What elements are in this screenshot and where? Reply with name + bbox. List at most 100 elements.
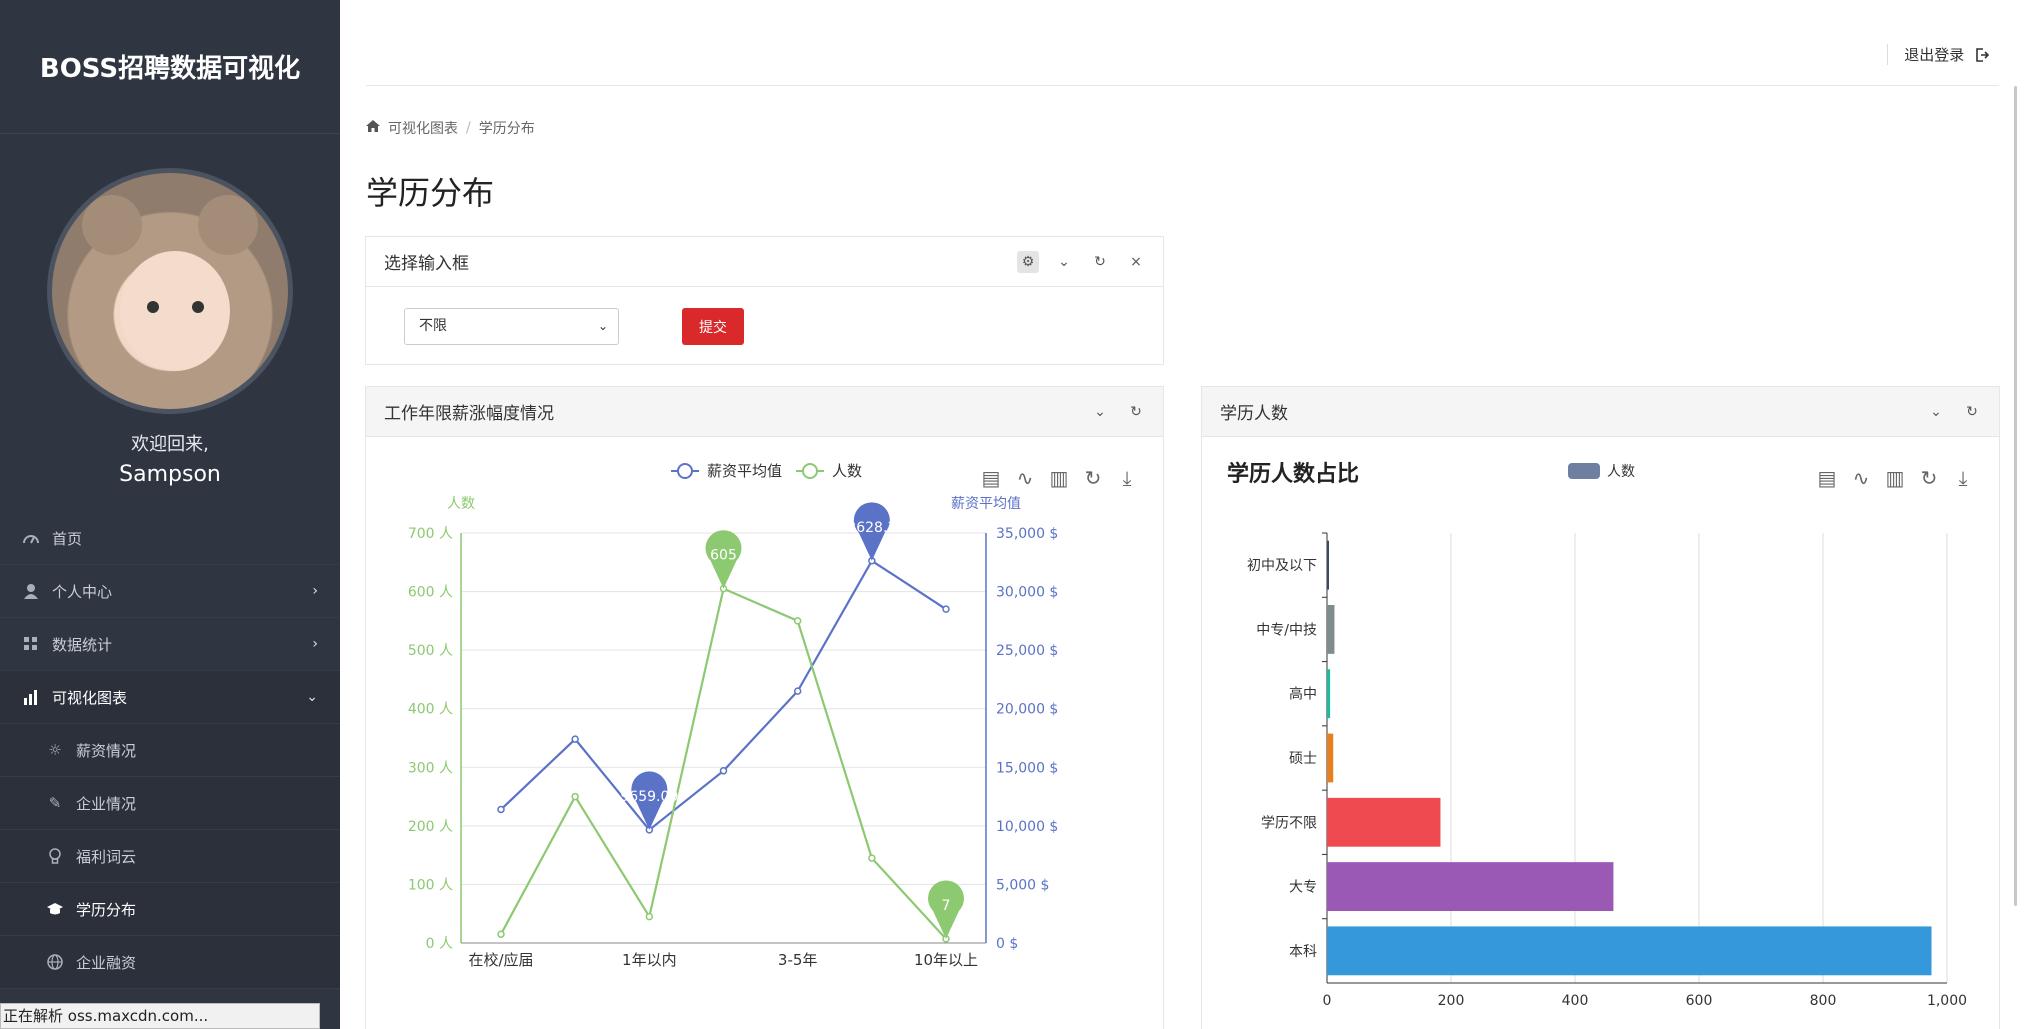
sidebar-item-label: 首页 bbox=[52, 529, 83, 548]
restore-icon[interactable]: ↻ bbox=[1085, 466, 1102, 490]
grid-icon bbox=[20, 637, 42, 651]
restore-icon[interactable]: ↻ bbox=[1921, 466, 1938, 490]
left-tick-label: 700 人 bbox=[408, 526, 453, 542]
data-point bbox=[942, 605, 950, 613]
left-tick-label: 100 人 bbox=[408, 877, 453, 893]
bar-switch-icon[interactable]: ▥ bbox=[1050, 466, 1069, 490]
page-scrollbar[interactable] bbox=[2014, 86, 2017, 906]
right-tick-label: 10,000 $ bbox=[996, 819, 1058, 835]
chart-title: 学历人数占比 bbox=[1227, 461, 1359, 487]
chevron-down-icon[interactable]: ⌄ bbox=[1930, 404, 1942, 420]
data-view-icon[interactable]: ▤ bbox=[982, 466, 1001, 490]
right-tick-label: 35,000 $ bbox=[996, 526, 1058, 542]
bar bbox=[1327, 540, 1329, 590]
breadcrumb-current: 学历分布 bbox=[478, 121, 535, 137]
sidebar-subitem-wordcloud[interactable]: 福利词云 bbox=[0, 830, 340, 883]
gear-icon[interactable]: ⚙ bbox=[1017, 251, 1039, 273]
chevron-down-icon[interactable]: ⌄ bbox=[1058, 254, 1070, 270]
value-marker-label: 9659.09 bbox=[620, 789, 678, 805]
data-view-icon[interactable]: ▤ bbox=[1818, 466, 1837, 490]
refresh-icon[interactable]: ↻ bbox=[1966, 404, 1978, 420]
sidebar-subitem-financing[interactable]: 企业融资 bbox=[0, 936, 340, 989]
y-tick-label: 大专 bbox=[1289, 880, 1317, 896]
breadcrumb-root[interactable]: 可视化图表 bbox=[388, 121, 458, 137]
close-icon[interactable]: × bbox=[1130, 254, 1142, 270]
bar bbox=[1327, 605, 1335, 654]
data-point bbox=[571, 792, 579, 801]
x-tick-label: 3-5年 bbox=[778, 951, 818, 969]
top-bar: 退出登录 bbox=[366, 0, 1999, 86]
bar bbox=[1327, 926, 1932, 976]
breadcrumb: 可视化图表 / 学历分布 bbox=[366, 118, 535, 138]
chevron-down-icon[interactable]: ⌄ bbox=[1094, 404, 1106, 420]
download-icon[interactable]: ⤓ bbox=[1123, 466, 1132, 490]
select-value: 不限 bbox=[419, 318, 447, 334]
breadcrumb-separator: / bbox=[466, 120, 471, 136]
data-point bbox=[868, 854, 876, 862]
right-tick-label: 30,000 $ bbox=[996, 585, 1058, 601]
series-line-0 bbox=[500, 559, 947, 832]
data-point bbox=[793, 687, 802, 695]
education-select[interactable]: 不限 ⌄ bbox=[404, 308, 619, 345]
right-tick-label: 20,000 $ bbox=[996, 702, 1058, 718]
panel-header: 工作年限薪涨幅度情况 ⌄ ↻ bbox=[366, 387, 1163, 437]
avatar bbox=[47, 168, 293, 414]
x-tick-label: 200 bbox=[1438, 993, 1465, 1009]
education-chart-panel: 学历人数 ⌄ ↻ 学历人数占比 人数 ▤ ∿ ▥ ↻ ⤓ 0 200 400 600 800 1,000… bbox=[1201, 386, 2000, 1029]
sidebar-item-profile[interactable]: 个人中心 › bbox=[0, 565, 340, 618]
panel-title: 选择输入框 bbox=[384, 254, 469, 274]
logout-button[interactable]: 退出登录 bbox=[1887, 44, 1990, 65]
value-marker-shape bbox=[631, 771, 668, 830]
left-tick-label: 400 人 bbox=[408, 702, 453, 718]
sidebar-subitem-salary[interactable]: ☼ 薪资情况 bbox=[0, 724, 340, 777]
left-tick-label: 200 人 bbox=[408, 819, 453, 835]
x-tick-label: 400 bbox=[1562, 993, 1589, 1009]
chevron-right-icon: › bbox=[312, 636, 318, 652]
data-point bbox=[645, 912, 654, 921]
education-bar-chart: 学历人数占比 人数 ▤ ∿ ▥ ↻ ⤓ 0 200 400 600 800 1,000 初中及以下中专/中… bbox=[1227, 461, 1968, 1009]
app-title: BOSS招聘数据可视化 bbox=[0, 0, 340, 134]
sidebar-subitem-education[interactable]: 学历分布 bbox=[0, 883, 340, 936]
data-point bbox=[719, 767, 728, 775]
right-tick-label: 25,000 $ bbox=[996, 643, 1058, 659]
value-marker: 7 bbox=[928, 880, 964, 939]
y-tick-label: 本科 bbox=[1289, 944, 1317, 960]
sidebar-item-home[interactable]: 首页 bbox=[0, 512, 340, 565]
refresh-icon[interactable]: ↻ bbox=[1130, 404, 1142, 420]
bar bbox=[1327, 797, 1441, 847]
bulb-icon bbox=[44, 848, 66, 864]
sidebar: BOSS招聘数据可视化 欢迎回来, Sampson 首页 个人中心 › 数 bbox=[0, 0, 340, 1029]
sidebar-item-stats[interactable]: 数据统计 › bbox=[0, 618, 340, 671]
line-switch-icon[interactable]: ∿ bbox=[1853, 466, 1870, 490]
left-tick-label: 0 人 bbox=[426, 936, 453, 952]
bar bbox=[1327, 733, 1334, 783]
dashboard-icon bbox=[20, 531, 42, 545]
refresh-icon[interactable]: ↻ bbox=[1094, 254, 1106, 270]
legend-marker bbox=[677, 463, 693, 479]
legend-label: 人数 bbox=[1607, 464, 1635, 480]
line-switch-icon[interactable]: ∿ bbox=[1017, 466, 1034, 490]
sidebar-item-label: 可视化图表 bbox=[52, 688, 128, 707]
sidebar-item-label: 企业情况 bbox=[76, 794, 137, 813]
legend-swatch bbox=[1568, 463, 1600, 479]
chevron-right-icon: › bbox=[312, 583, 318, 599]
value-marker-shape bbox=[705, 530, 742, 589]
sidebar-item-charts[interactable]: 可视化图表 ⌄ bbox=[0, 671, 340, 724]
download-icon[interactable]: ⤓ bbox=[1959, 466, 1968, 490]
data-point bbox=[793, 617, 802, 625]
sidebar-subitem-company[interactable]: ✎ 企业情况 bbox=[0, 777, 340, 830]
data-point bbox=[497, 930, 505, 938]
welcome-text: 欢迎回来, bbox=[131, 434, 209, 455]
main-content: 退出登录 可视化图表 / 学历分布 学历分布 选择输入框 ⚙ ⌄ ↻ × 不限 … bbox=[340, 0, 2025, 1029]
home-icon[interactable] bbox=[366, 120, 380, 136]
panel-header: 学历人数 ⌄ ↻ bbox=[1202, 387, 1999, 437]
sidebar-item-label: 薪资情况 bbox=[76, 741, 137, 760]
value-marker-label: 32628.36 bbox=[838, 520, 905, 536]
panel-header: 选择输入框 ⚙ ⌄ ↻ × bbox=[366, 237, 1163, 287]
legend-label: 人数 bbox=[832, 462, 862, 480]
logout-label: 退出登录 bbox=[1904, 46, 1965, 64]
bar-switch-icon[interactable]: ▥ bbox=[1886, 466, 1905, 490]
value-marker-shape bbox=[853, 502, 890, 561]
sidebar-item-label: 个人中心 bbox=[52, 582, 113, 601]
submit-button[interactable]: 提交 bbox=[682, 308, 744, 345]
